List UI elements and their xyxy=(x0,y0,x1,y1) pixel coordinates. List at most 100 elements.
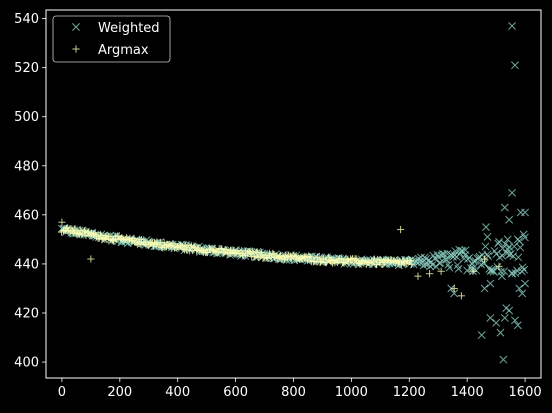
data-point xyxy=(417,253,425,262)
data-point xyxy=(322,258,330,267)
data-point xyxy=(505,306,514,315)
x-tick-label: 600 xyxy=(223,385,248,400)
data-point xyxy=(480,259,489,268)
data-point xyxy=(500,267,509,276)
plot-area xyxy=(57,21,530,364)
data-point xyxy=(450,289,459,298)
data-point xyxy=(510,316,519,325)
data-point xyxy=(480,255,489,263)
data-point xyxy=(264,254,272,263)
data-point xyxy=(479,258,488,267)
data-point xyxy=(306,253,315,261)
data-point xyxy=(469,257,478,266)
data-point xyxy=(355,259,363,267)
data-point xyxy=(521,279,530,288)
data-point xyxy=(311,257,319,265)
data-point xyxy=(496,328,505,337)
data-point xyxy=(477,331,486,340)
data-point xyxy=(437,267,445,275)
data-point xyxy=(518,263,527,272)
legend-marker-x xyxy=(72,23,80,31)
data-point xyxy=(461,246,470,255)
x-tick-label: 1400 xyxy=(451,385,484,400)
data-point xyxy=(497,272,506,281)
x-tick-label: 200 xyxy=(107,385,132,400)
data-point xyxy=(510,61,519,70)
data-point xyxy=(303,256,312,265)
data-point xyxy=(221,245,229,254)
data-point xyxy=(445,263,454,272)
data-point xyxy=(486,313,495,322)
y-tick-label: 480 xyxy=(14,159,39,174)
y-axis: 400 420 440 460 480 500 520 540 xyxy=(14,12,46,371)
data-point xyxy=(58,218,66,226)
legend-box xyxy=(52,15,171,63)
y-tick-label: 460 xyxy=(14,208,39,223)
data-point xyxy=(435,259,444,268)
x-tick-label: 1000 xyxy=(335,385,368,400)
data-point xyxy=(425,270,434,278)
x-tick-label: 1600 xyxy=(509,385,542,400)
data-point xyxy=(414,272,422,280)
data-point xyxy=(498,244,507,253)
data-point xyxy=(499,355,508,364)
data-point xyxy=(77,231,85,239)
data-point xyxy=(495,237,503,246)
data-point xyxy=(182,245,191,253)
data-point xyxy=(514,253,523,262)
legend-label-weighted: Weighted xyxy=(98,21,160,36)
data-point xyxy=(509,252,518,261)
data-point xyxy=(334,256,342,264)
data-point xyxy=(213,248,221,257)
data-point xyxy=(480,284,489,293)
data-point xyxy=(397,225,405,234)
series-argmax xyxy=(57,218,503,300)
data-point xyxy=(505,215,514,224)
data-point xyxy=(492,318,501,327)
data-point xyxy=(352,255,360,263)
data-point xyxy=(508,21,517,30)
data-point xyxy=(152,240,160,249)
legend-marker-weighted xyxy=(72,23,80,31)
data-point xyxy=(489,267,498,276)
data-point xyxy=(305,252,313,260)
data-point xyxy=(130,234,138,243)
y-tick-label: 420 xyxy=(14,306,39,321)
data-point xyxy=(125,235,134,243)
legend-marker-argmax xyxy=(72,45,80,53)
data-point xyxy=(190,242,198,250)
data-point xyxy=(518,289,527,298)
data-point xyxy=(465,253,474,262)
data-point xyxy=(195,247,203,255)
data-point xyxy=(289,251,297,259)
data-point xyxy=(472,266,481,275)
data-point xyxy=(489,266,497,275)
data-point xyxy=(515,284,524,293)
x-tick-label: 0 xyxy=(58,385,66,400)
data-point xyxy=(203,248,212,257)
data-point xyxy=(521,208,530,217)
data-point xyxy=(500,313,509,322)
data-point xyxy=(503,245,512,254)
x-tick-label: 400 xyxy=(165,385,190,400)
data-point xyxy=(493,263,502,271)
legend: Weighted Argmax xyxy=(52,15,171,63)
data-point xyxy=(458,247,467,256)
data-point xyxy=(483,232,492,241)
data-point xyxy=(238,247,246,255)
data-point xyxy=(422,254,431,263)
data-point xyxy=(520,265,529,274)
y-tick-label: 520 xyxy=(14,61,39,76)
data-point xyxy=(454,264,463,273)
y-tick-label: 500 xyxy=(14,110,39,125)
data-point xyxy=(508,188,517,197)
data-point xyxy=(481,242,490,251)
data-point xyxy=(486,279,495,288)
data-point xyxy=(495,262,503,270)
data-point xyxy=(513,235,522,244)
data-point xyxy=(519,230,528,239)
data-point xyxy=(503,235,512,244)
data-point xyxy=(516,243,525,252)
